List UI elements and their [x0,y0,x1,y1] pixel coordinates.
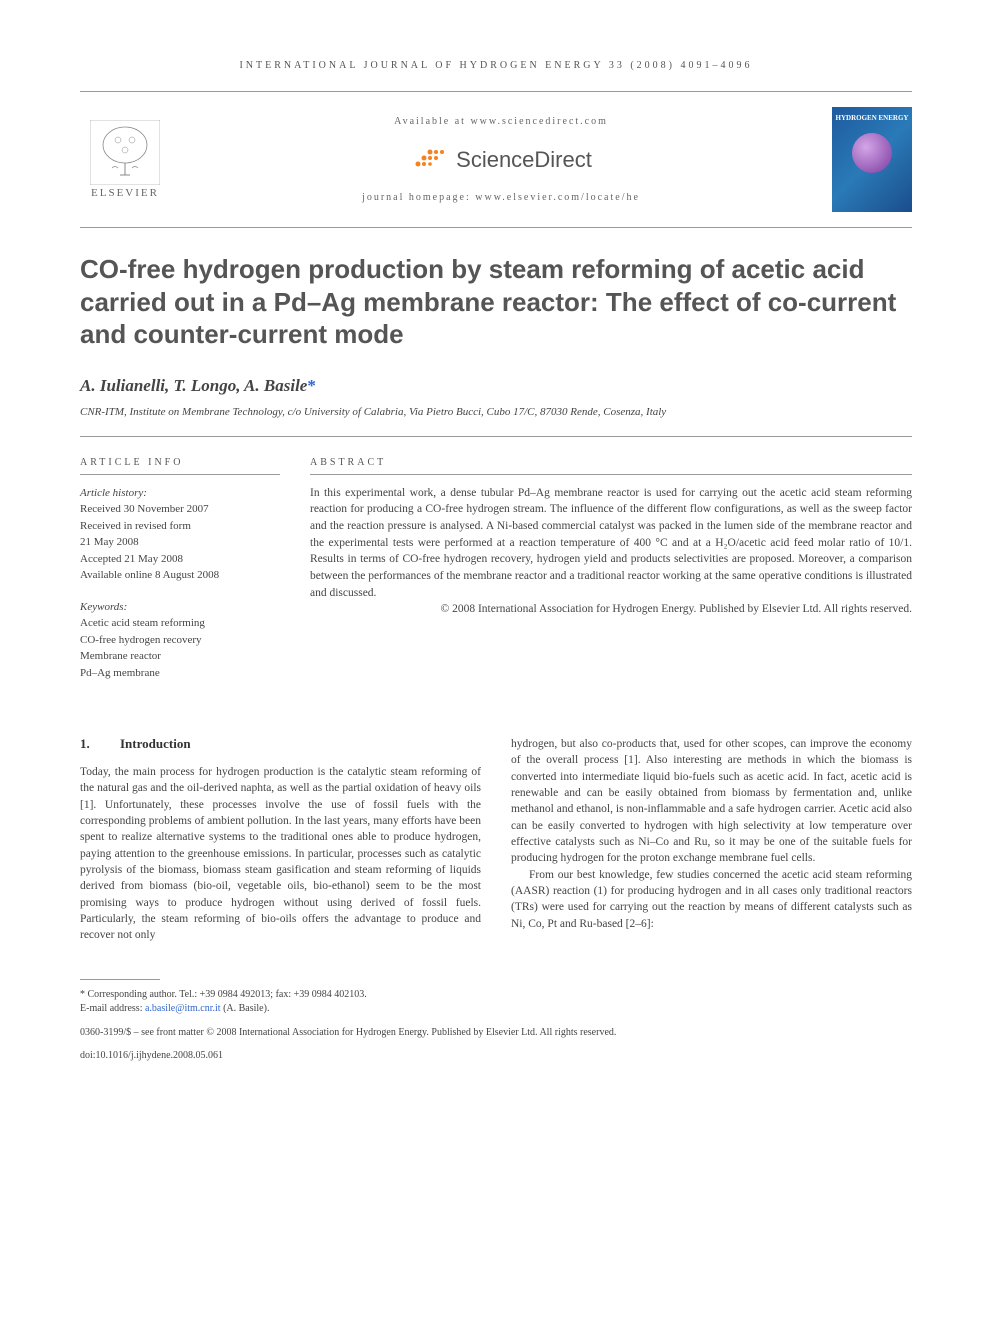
authors-list: A. Iulianelli, T. Longo, A. Basile [80,376,307,395]
sciencedirect-dots-icon [410,142,450,177]
accepted-date: Accepted 21 May 2008 [80,551,280,568]
body-column-left: 1.Introduction Today, the main process f… [80,736,481,1016]
journal-cover-title: HYDROGEN ENERGY [836,115,909,123]
body-paragraph: hydrogen, but also co-products that, use… [511,736,912,932]
sciencedirect-text: ScienceDirect [456,147,592,173]
online-date: Available online 8 August 2008 [80,567,280,584]
body-text-part: hydrogen, but also co-products that, use… [511,738,912,864]
info-abstract-row: ARTICLE INFO Article history: Received 3… [80,457,912,697]
revised-date: 21 May 2008 [80,534,280,551]
keyword-item: CO-free hydrogen recovery [80,632,280,649]
article-history-block: Article history: Received 30 November 20… [80,485,280,584]
email-tail: (A. Basile). [221,1003,270,1014]
article-info-column: ARTICLE INFO Article history: Received 3… [80,457,280,697]
corresponding-author-footnote: * Corresponding author. Tel.: +39 0984 4… [80,988,481,1016]
article-title: CO-free hydrogen production by steam ref… [80,253,912,351]
section-title: Introduction [120,736,191,751]
keywords-label: Keywords: [80,599,280,616]
received-date: Received 30 November 2007 [80,501,280,518]
corr-author-tel: * Corresponding author. Tel.: +39 0984 4… [80,988,481,1002]
journal-homepage-text: journal homepage: www.elsevier.com/locat… [170,192,832,203]
available-at-text: Available at www.sciencedirect.com [170,116,832,127]
body-column-right: hydrogen, but also co-products that, use… [511,736,912,1016]
section-number: 1. [80,736,120,752]
body-columns: 1.Introduction Today, the main process f… [80,736,912,1016]
email-label: E-mail address: [80,1003,145,1014]
elsevier-logo: ELSEVIER [80,115,170,205]
abstract-copyright: © 2008 International Association for Hyd… [310,603,912,615]
abstract-column: ABSTRACT In this experimental work, a de… [310,457,912,697]
sciencedirect-logo: ScienceDirect [410,142,592,177]
corr-author-email-line: E-mail address: a.basile@itm.cnr.it (A. … [80,1002,481,1016]
journal-cover: HYDROGEN ENERGY [832,107,912,212]
body-text-part-indent: From our best knowledge, few studies con… [511,867,912,932]
corresponding-star-icon: * [307,376,316,395]
elsevier-text: ELSEVIER [91,187,159,199]
history-label: Article history: [80,485,280,502]
footer-copyright: 0360-3199/$ – see front matter © 2008 In… [80,1026,912,1039]
center-publisher-block: Available at www.sciencedirect.com Scien… [170,116,832,203]
affiliation: CNR-ITM, Institute on Membrane Technolog… [80,406,912,437]
section-heading: 1.Introduction [80,736,481,752]
footer-doi: doi:10.1016/j.ijhydene.2008.05.061 [80,1049,912,1062]
authors: A. Iulianelli, T. Longo, A. Basile* [80,376,912,396]
abstract-text: In this experimental work, a dense tubul… [310,485,912,602]
article-info-heading: ARTICLE INFO [80,457,280,475]
footnote-separator [80,979,160,980]
keyword-item: Acetic acid steam reforming [80,615,280,632]
keywords-block: Keywords: Acetic acid steam reforming CO… [80,599,280,682]
body-paragraph: Today, the main process for hydrogen pro… [80,764,481,944]
keyword-item: Membrane reactor [80,648,280,665]
email-link[interactable]: a.basile@itm.cnr.it [145,1003,221,1014]
publisher-row: ELSEVIER Available at www.sciencedirect.… [80,91,912,228]
keyword-item: Pd–Ag membrane [80,665,280,682]
elsevier-tree-icon [90,120,160,185]
journal-cover-sphere-icon [852,133,892,173]
revised-label: Received in revised form [80,518,280,535]
journal-header: INTERNATIONAL JOURNAL OF HYDROGEN ENERGY… [80,60,912,71]
abstract-heading: ABSTRACT [310,457,912,475]
